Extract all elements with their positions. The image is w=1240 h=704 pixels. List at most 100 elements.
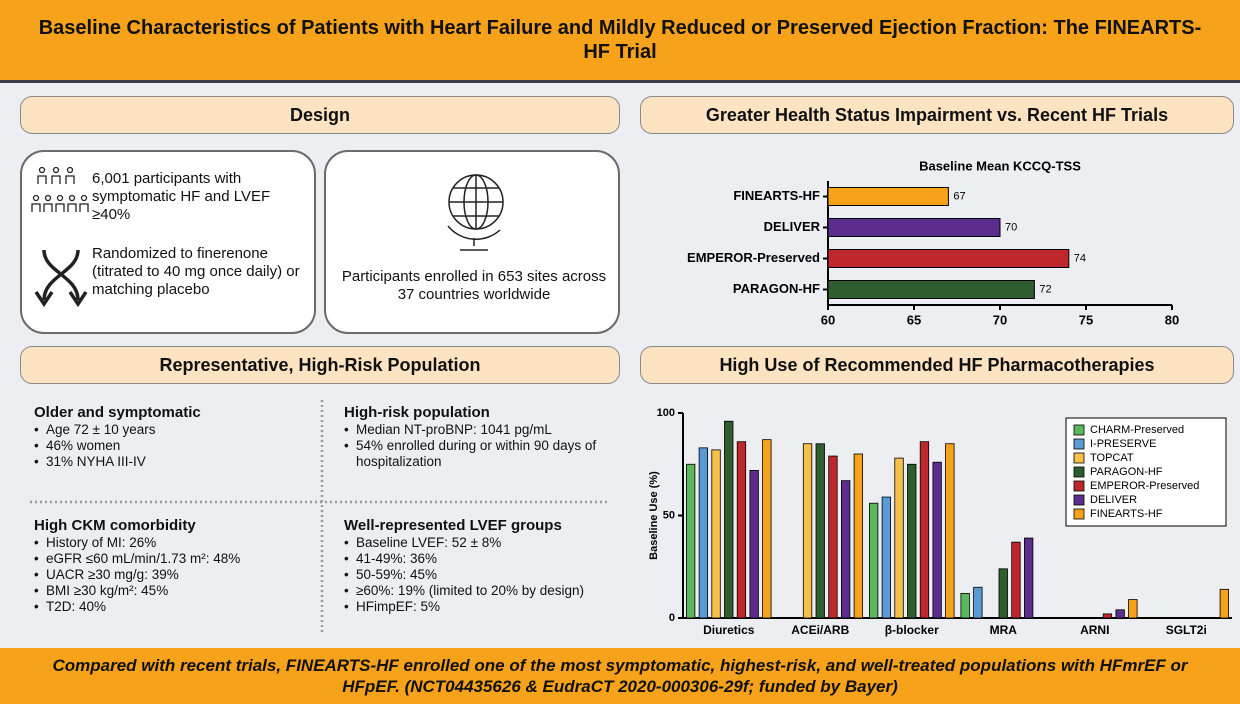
x-tick-label: 70 [993,312,1007,327]
x-tick-label: 60 [821,312,835,327]
bullet: 46% women [34,438,304,454]
bar [1219,588,1229,619]
bar [881,496,892,619]
section-heading: Design [20,96,620,134]
design-box: 6,001 participants with symptomatic HF a… [20,150,316,334]
bar [932,461,942,619]
x-tick-label: 80 [1165,312,1179,327]
value-label: 67 [953,190,965,202]
chart-title: Baseline Mean KCCQ-TSS [919,158,1081,173]
bar [1011,541,1021,619]
legend-swatch [1073,494,1085,506]
bar [1102,613,1113,619]
design-text: Participants enrolled in 653 sites acros… [341,268,607,303]
kccq-chart: Baseline Mean KCCQ-TSS 60 65 70 75 80 FINEARTS… [687,158,1179,327]
bullet: ≥60%: 19% (limited to 20% by design) [344,583,620,599]
pharmacotherapy-chart: 0 50 100 Baseline Use (%) Diuretics ACEi/ARB β… [648,407,1232,637]
x-tick-label: MRA [990,623,1018,637]
design-text: 6,001 participants with symptomatic HF a… [92,170,271,223]
x-tick-label: SGLT2i [1166,623,1207,637]
bar [827,218,1001,237]
bar [827,280,1035,299]
bullet: History of MI: 26% [34,535,314,551]
bullet: Baseline LVEF: 52 ± 8% [344,535,620,551]
bar [907,463,917,619]
bar [698,447,708,619]
bar [894,457,904,619]
bar [827,249,1070,268]
legend-swatch [1073,424,1085,436]
legend-label: PARAGON-HF [1090,466,1163,478]
bar [960,592,970,619]
bar [1115,609,1125,619]
legend-label: FINEARTS-HF [1090,508,1163,520]
header-title: Baseline Characteristics of Patients wit… [38,17,1202,63]
x-tick-label: ACEi/ARB [791,623,849,637]
legend-swatch [1073,508,1085,520]
y-tick-label: 100 [657,407,675,419]
block-title: High-risk population [344,404,490,421]
section-heading: Representative, High-Risk Population [20,346,620,384]
block-title: Older and symptomatic [34,404,201,421]
value-label: 70 [1005,221,1017,233]
population-block: Older and symptomatic Age 72 ± 10 years4… [34,404,304,471]
section-heading: High Use of Recommended HF Pharmacothera… [640,346,1234,384]
population-block: High-risk population Median NT-proBNP: 1… [344,405,616,470]
bar [945,443,955,619]
x-tick-label: Diuretics [703,623,755,637]
x-tick-label: ARNI [1080,623,1109,637]
bullet: BMI ≥30 kg/m²: 45% [34,583,314,599]
y-tick-label: 0 [669,612,675,624]
bar [711,449,721,619]
bullet: 31% NYHA III-IV [34,454,304,470]
bullet: eGFR ≤60 mL/min/1.73 m²: 48% [34,551,314,567]
bar [815,443,825,619]
legend-label: EMPEROR-Preserved [1090,480,1199,492]
bar [828,455,838,619]
legend-label: CHARM-Preserved [1090,424,1184,436]
legend-label: DELIVER [1090,494,1137,506]
footer-text: Compared with recent trials, FINEARTS-HF… [52,656,1188,696]
category-label: DELIVER [764,219,821,234]
bullet: 50-59%: 45% [344,567,620,583]
population-block: High CKM comorbidity History of MI: 26%e… [34,518,314,616]
icons [31,166,89,308]
category-label: EMPEROR-Preserved [687,250,820,265]
bullet: Median NT-proBNP: 1041 pg/mL [344,422,616,438]
legend-swatch [1073,452,1085,464]
legend-box [1065,417,1227,527]
y-tick-label: 50 [663,509,675,521]
bar [724,420,734,619]
bullet: UACR ≥30 mg/g: 39% [34,567,314,583]
bar [749,470,759,619]
population-block: Well-represented LVEF groups Baseline LV… [344,517,620,616]
bar [686,463,696,619]
legend-label: TOPCAT [1090,452,1134,464]
globe-icon [447,174,504,251]
bullet: Age 72 ± 10 years [34,422,304,438]
bar [736,441,747,619]
x-tick-label: β-blocker [885,623,939,637]
bar [1023,537,1034,619]
bar [802,443,813,619]
bar [998,568,1008,619]
legend-swatch [1073,438,1085,450]
bar [868,502,879,619]
legend-swatch [1073,480,1085,492]
x-tick-label: 75 [1079,312,1093,327]
block-title: Well-represented LVEF groups [344,517,562,534]
section-heading: Greater Health Status Impairment vs. Rec… [640,96,1234,134]
design-text: Randomized to finerenone (titrated to 40… [92,245,300,298]
bar [919,441,930,619]
bar [762,439,772,619]
category-label: PARAGON-HF [733,281,820,296]
bullet: 54% enrolled during or within 90 days of… [344,438,616,470]
y-axis-label: Baseline Use (%) [648,471,660,560]
sites-box: Participants enrolled in 653 sites acros… [324,150,620,334]
value-label: 74 [1074,252,1086,264]
bullet: HFimpEF: 5% [344,599,620,615]
bullet: T2D: 40% [34,599,314,615]
header: Baseline Characteristics of Patients wit… [0,0,1240,83]
category-label: FINEARTS-HF [733,188,820,203]
